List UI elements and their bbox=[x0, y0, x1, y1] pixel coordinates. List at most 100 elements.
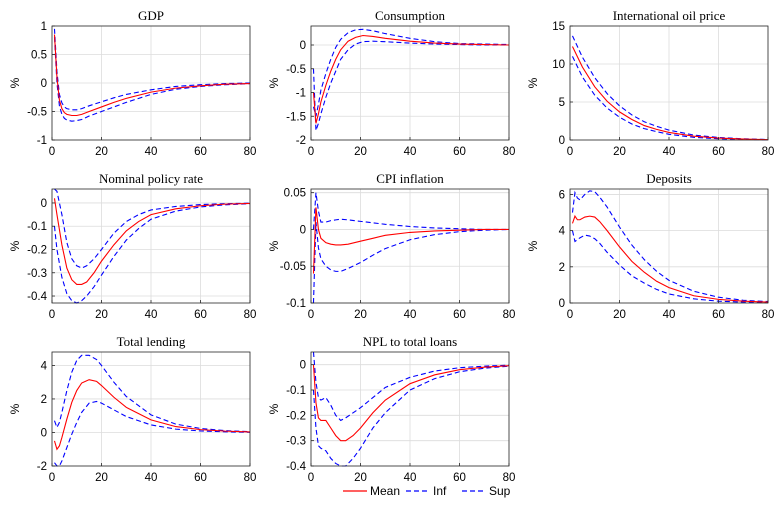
chart-title: International oil price bbox=[613, 8, 726, 23]
x-tick-label: 40 bbox=[404, 146, 417, 158]
y-tick-label: 2 bbox=[559, 262, 565, 274]
x-tick-label: 80 bbox=[503, 472, 516, 484]
x-tick-label: 0 bbox=[308, 472, 314, 484]
x-tick-label: 80 bbox=[503, 146, 516, 158]
x-tick-label: 60 bbox=[453, 309, 466, 321]
x-tick-label: 60 bbox=[194, 472, 207, 484]
panel-cpi-inflation: 0 20 40 60 80 -0.1 -0.05 0 0.05 CPI inflation% bbox=[267, 171, 515, 321]
y-tick-label: 0 bbox=[41, 198, 47, 210]
y-tick-label: 15 bbox=[552, 21, 565, 33]
y-tick-label: -0.05 bbox=[280, 261, 306, 273]
y-axis-label: % bbox=[8, 403, 22, 414]
x-tick-label: 80 bbox=[244, 472, 257, 484]
panel-gdp: 0 20 40 60 80 -1 -0.5 0 0.5 1 GDP% bbox=[8, 8, 256, 158]
y-tick-label: -1.5 bbox=[286, 111, 306, 123]
series-line-sup bbox=[312, 351, 509, 422]
x-tick-label: 20 bbox=[95, 472, 108, 484]
y-tick-label: 5 bbox=[559, 97, 565, 109]
chart-title: Total lending bbox=[117, 334, 186, 349]
x-tick-label: 20 bbox=[354, 309, 367, 321]
x-tick-label: 20 bbox=[354, 472, 367, 484]
x-tick-label: 80 bbox=[762, 309, 774, 321]
series-line-inf bbox=[312, 222, 509, 304]
x-tick-label: 20 bbox=[613, 309, 626, 321]
series-line-inf bbox=[312, 40, 509, 131]
y-tick-label: -0.1 bbox=[27, 221, 47, 233]
series-line-sup bbox=[53, 354, 250, 433]
series-line-mean bbox=[312, 364, 509, 442]
y-tick-label: 0 bbox=[559, 135, 565, 147]
y-tick-label: -0.4 bbox=[27, 291, 47, 303]
y-tick-label: -0.4 bbox=[286, 461, 306, 473]
y-tick-label: 0 bbox=[41, 78, 47, 90]
y-tick-label: -0.5 bbox=[27, 107, 47, 119]
x-tick-label: 0 bbox=[308, 309, 314, 321]
x-tick-label: 20 bbox=[354, 146, 367, 158]
y-tick-label: -0.1 bbox=[286, 298, 306, 310]
y-axis-label: % bbox=[267, 77, 281, 88]
series-line-mean bbox=[53, 198, 250, 285]
y-tick-label: 0.5 bbox=[31, 50, 47, 62]
x-tick-label: 60 bbox=[194, 146, 207, 158]
y-tick-label: -0.3 bbox=[286, 436, 306, 448]
series-line-sup bbox=[312, 192, 509, 230]
y-tick-label: 0 bbox=[41, 427, 47, 439]
x-tick-label: 60 bbox=[453, 146, 466, 158]
y-tick-label: 0 bbox=[559, 298, 565, 310]
x-tick-label: 40 bbox=[145, 472, 158, 484]
y-tick-label: 4 bbox=[41, 360, 48, 372]
series-line-sup bbox=[53, 28, 250, 111]
series-line-sup bbox=[571, 190, 768, 303]
y-tick-label: -0.1 bbox=[286, 385, 306, 397]
series-line-sup bbox=[312, 28, 509, 117]
series-line-mean bbox=[312, 34, 509, 124]
panel-deposits: 0 20 40 60 80 0 2 4 6 Deposits% bbox=[526, 171, 774, 321]
x-tick-label: 40 bbox=[663, 146, 676, 158]
chart-title: NPL to total loans bbox=[363, 334, 458, 349]
series-line-mean bbox=[53, 379, 250, 451]
x-tick-label: 80 bbox=[762, 146, 774, 158]
y-tick-label: -0.5 bbox=[286, 64, 306, 76]
y-axis-label: % bbox=[8, 240, 22, 251]
x-tick-label: 20 bbox=[95, 309, 108, 321]
x-tick-label: 40 bbox=[663, 309, 676, 321]
legend-label-inf: Inf bbox=[433, 484, 447, 498]
y-tick-label: -2 bbox=[37, 461, 47, 473]
x-tick-label: 40 bbox=[404, 309, 417, 321]
series-line-inf bbox=[571, 56, 768, 141]
x-tick-label: 20 bbox=[613, 146, 626, 158]
y-tick-label: 1 bbox=[41, 21, 47, 33]
x-tick-label: 60 bbox=[712, 146, 725, 158]
panel-consumption: 0 20 40 60 80 -2 -1.5 -1 -0.5 0 Consumption% bbox=[267, 8, 515, 158]
x-tick-label: 80 bbox=[503, 309, 516, 321]
legend-label-sup: Sup bbox=[489, 484, 511, 498]
x-tick-label: 0 bbox=[567, 309, 573, 321]
chart-title: Nominal policy rate bbox=[99, 171, 203, 186]
chart-title: Consumption bbox=[375, 8, 446, 23]
y-tick-label: 2 bbox=[41, 394, 47, 406]
legend-label-mean: Mean bbox=[370, 484, 400, 498]
y-axis-label: % bbox=[526, 240, 540, 251]
x-tick-label: 0 bbox=[308, 146, 314, 158]
series-line-inf bbox=[571, 230, 768, 304]
series-line-mean bbox=[312, 207, 509, 274]
x-tick-label: 40 bbox=[145, 146, 158, 158]
y-tick-label: 0 bbox=[300, 40, 306, 52]
x-tick-label: 0 bbox=[49, 146, 55, 158]
x-tick-label: 40 bbox=[145, 309, 158, 321]
x-tick-label: 0 bbox=[567, 146, 573, 158]
series-line-inf bbox=[54, 400, 250, 467]
y-axis-label: % bbox=[267, 403, 281, 414]
y-tick-label: -0.2 bbox=[286, 410, 306, 422]
y-tick-label: 0 bbox=[300, 224, 306, 236]
y-tick-label: 6 bbox=[559, 189, 565, 201]
series-line-inf bbox=[312, 365, 509, 467]
x-tick-label: 40 bbox=[404, 472, 417, 484]
y-tick-label: 4 bbox=[559, 226, 566, 238]
panel-nominal-policy-rate: 0 20 40 60 80 -0.4 -0.3 -0.2 -0.1 0 Nominal policy… bbox=[8, 171, 256, 321]
y-tick-label: 0.05 bbox=[284, 188, 306, 200]
panel-international-oil-price: 0 20 40 60 80 0 5 10 15 International oil price% bbox=[526, 8, 774, 158]
series-line-inf bbox=[53, 203, 250, 304]
y-tick-label: -1 bbox=[37, 135, 47, 147]
